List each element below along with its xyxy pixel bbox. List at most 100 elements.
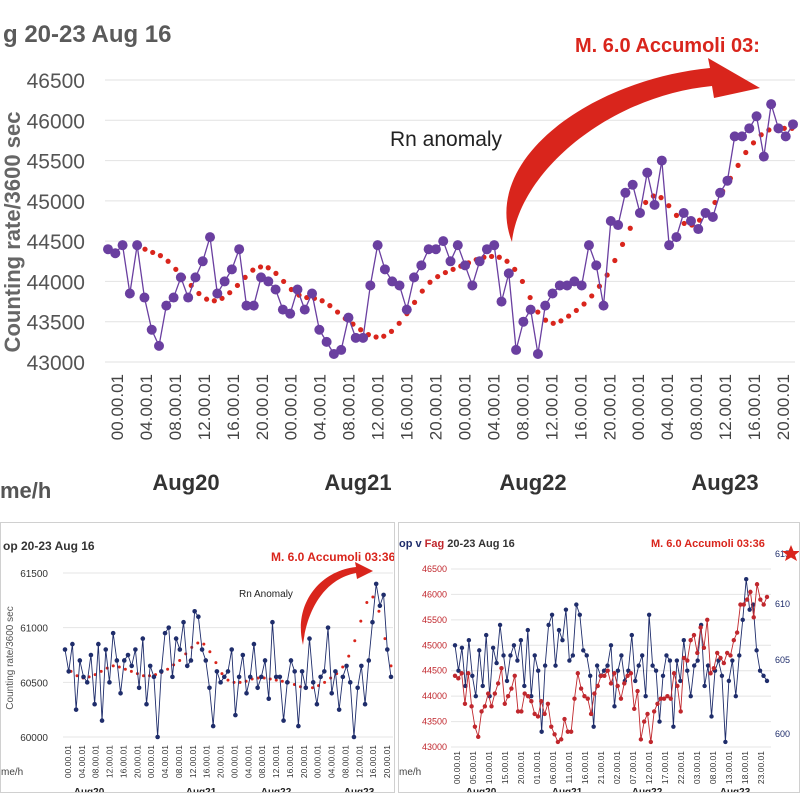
data-point <box>678 207 689 218</box>
data-point <box>671 232 682 243</box>
trend-point <box>358 327 364 333</box>
trend-point <box>589 293 595 299</box>
x-tick-label: 01.00.01 <box>532 751 542 784</box>
trend-point <box>238 680 242 684</box>
data-point <box>266 696 272 702</box>
data-point <box>307 636 312 641</box>
x-tick-label: 00.00.01 <box>282 374 301 440</box>
y-tick-label-right: 615 <box>775 549 790 559</box>
data-point <box>273 674 279 680</box>
data-point <box>615 668 621 673</box>
x-tick-label: 00.00.01 <box>63 745 73 778</box>
x-tick-label: 13.00.01 <box>724 751 734 784</box>
data-point <box>225 669 231 674</box>
data-point <box>229 647 235 652</box>
data-point <box>188 658 194 663</box>
data-point <box>296 723 301 729</box>
trend-point <box>311 686 315 690</box>
data-point <box>605 663 610 668</box>
trend-point <box>450 266 456 272</box>
data-point <box>636 663 641 668</box>
data-point <box>132 240 143 251</box>
x-tick-label: 17.00.01 <box>660 751 670 784</box>
x-tick-label: 22.00.01 <box>676 751 686 784</box>
data-point <box>554 280 565 291</box>
data-point <box>615 683 620 689</box>
x-tick-label: 04.00.01 <box>160 745 170 778</box>
trend-point <box>157 253 164 259</box>
trend-point <box>427 279 433 285</box>
data-point <box>226 264 237 275</box>
x-tick-label: 16.00.01 <box>398 374 417 440</box>
data-point <box>583 240 594 251</box>
trend-point <box>226 678 230 682</box>
data-point <box>724 650 730 656</box>
data-point <box>588 673 593 678</box>
data-point <box>387 276 398 287</box>
trend-point <box>274 678 278 682</box>
data-point <box>605 668 610 673</box>
data-point <box>318 674 323 680</box>
data-point <box>99 718 105 723</box>
data-point <box>757 668 763 673</box>
chart-bottom-right: 43000 43500 44000 44500 45000 45500 46000 46500… <box>398 522 800 793</box>
data-point <box>281 718 286 723</box>
trend-point <box>535 309 541 315</box>
x-tick-label: 08.00.01 <box>91 745 101 778</box>
data-point <box>539 699 544 704</box>
data-point <box>365 280 376 291</box>
data-point <box>653 668 659 673</box>
y-tick-label: 44500 <box>27 231 85 254</box>
x-tick-label: 16.00.01 <box>580 751 590 784</box>
data-point <box>525 304 536 315</box>
data-point <box>758 151 769 162</box>
data-point <box>310 680 316 685</box>
data-point <box>681 638 686 643</box>
data-point <box>591 260 602 271</box>
trend-point <box>323 680 327 684</box>
trend-point <box>202 642 206 646</box>
data-point <box>518 316 529 327</box>
day-label: Aug21 <box>552 787 583 793</box>
data-point <box>117 240 128 251</box>
day-label: Aug23 <box>691 470 758 495</box>
data-point <box>685 668 690 673</box>
annotation-label: Rn Anomaly <box>239 589 293 600</box>
data-point <box>563 607 569 612</box>
data-point <box>568 729 574 734</box>
data-point <box>529 693 534 699</box>
data-point <box>726 678 732 684</box>
trend-point <box>196 641 200 645</box>
data-point <box>519 709 524 714</box>
data-point <box>247 674 253 680</box>
x-tick-label: 20.00.01 <box>132 745 142 778</box>
data-point <box>452 240 463 251</box>
x-tick-label: 04.00.01 <box>243 745 253 778</box>
data-point <box>170 674 175 680</box>
data-point <box>574 602 579 607</box>
trend-point <box>165 258 171 264</box>
trend-point <box>666 203 672 209</box>
data-point <box>219 276 230 287</box>
data-point <box>175 272 186 283</box>
trend-point <box>196 290 202 297</box>
trend-point <box>419 288 425 294</box>
data-point <box>668 696 673 701</box>
data-point <box>299 304 310 315</box>
trend-point <box>743 149 749 156</box>
trend-point <box>396 320 402 326</box>
data-point <box>671 671 677 676</box>
data-point <box>612 704 617 709</box>
data-point <box>484 632 489 638</box>
data-point <box>350 332 361 343</box>
data-point <box>688 693 693 699</box>
data-point <box>205 232 216 243</box>
data-point <box>299 669 305 674</box>
trend-point <box>388 328 395 334</box>
data-point <box>307 288 318 299</box>
x-tick-label: 20.00.01 <box>382 745 392 778</box>
data-point <box>362 701 368 707</box>
data-point <box>788 119 798 130</box>
trend-point <box>99 669 103 673</box>
x-tick-label: 16.00.01 <box>202 745 212 778</box>
